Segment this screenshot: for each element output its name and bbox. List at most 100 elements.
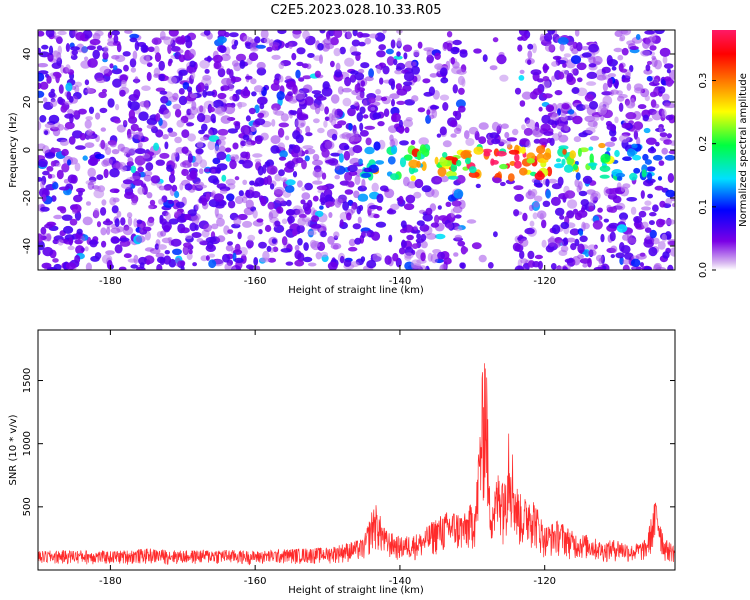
heatmap-blob — [566, 210, 575, 219]
heatmap-blob — [260, 30, 269, 39]
heatmap-blob — [212, 54, 223, 64]
heatmap-blob — [204, 68, 210, 74]
heatmap-blob — [196, 113, 206, 123]
heatmap-blob — [100, 227, 107, 236]
heatmap-blob — [142, 153, 151, 159]
heatmap-blob — [513, 185, 524, 191]
heatmap-blob — [324, 116, 330, 122]
heatmap-blob — [343, 259, 352, 267]
heatmap-blob — [150, 175, 161, 184]
heatmap-blob — [176, 119, 185, 128]
heatmap-blob — [53, 35, 62, 40]
heatmap-blob — [458, 87, 465, 95]
heatmap-blob — [648, 246, 658, 257]
heatmap-blob — [526, 158, 535, 164]
heatmap-blob — [254, 118, 266, 126]
heatmap-blob — [578, 132, 588, 138]
heatmap-blob — [468, 126, 479, 135]
heatmap-blob — [430, 253, 439, 264]
heatmap-blob — [204, 57, 214, 62]
heatmap-blob — [227, 241, 233, 246]
heatmap-blob — [110, 236, 120, 244]
heatmap-blob — [551, 112, 560, 121]
heatmap-blob — [271, 238, 277, 244]
heatmap-blob — [426, 109, 431, 116]
heatmap-blob — [521, 91, 533, 100]
heatmap-blob — [393, 58, 398, 66]
heatmap-blob — [362, 114, 369, 119]
colorbar-tick-label: 0.1 — [698, 199, 709, 215]
heatmap-blob — [190, 71, 196, 80]
heatmap-blob — [454, 234, 462, 240]
heatmap-blob — [271, 54, 281, 60]
heatmap-blob — [365, 137, 372, 146]
heatmap-blob — [622, 264, 630, 270]
heatmap-blob — [187, 133, 197, 142]
heatmap-blob — [545, 189, 551, 199]
heatmap-blob — [589, 153, 594, 163]
heatmap-blob — [540, 123, 551, 132]
heatmap-blob — [65, 82, 73, 92]
heatmap-blob — [569, 150, 576, 159]
heatmap-blob — [205, 244, 216, 253]
heatmap-blob — [40, 180, 45, 189]
heatmap-blob — [163, 225, 171, 233]
x-tick-label: -140 — [389, 276, 412, 287]
heatmap-blob — [664, 219, 675, 225]
heatmap-blob — [230, 76, 242, 83]
heatmap-blob — [562, 237, 569, 245]
heatmap-blob — [348, 238, 356, 247]
heatmap-blob — [153, 73, 161, 78]
heatmap-blob — [278, 169, 285, 177]
heatmap-blob — [359, 92, 365, 98]
heatmap-blob — [250, 124, 257, 132]
heatmap-blob — [129, 33, 140, 39]
heatmap-blob — [541, 219, 547, 229]
heatmap-blob — [277, 127, 285, 138]
heatmap-blob — [559, 215, 565, 220]
heatmap-blob — [138, 111, 149, 121]
heatmap-blob — [469, 166, 477, 174]
heatmap-blob — [667, 264, 674, 270]
heatmap-blob — [86, 45, 96, 51]
heatmap-blob — [324, 106, 329, 115]
heatmap-blob — [586, 71, 598, 79]
heatmap-blob — [456, 174, 466, 184]
heatmap-blob — [642, 114, 649, 122]
heatmap-blob — [429, 73, 438, 78]
heatmap-blob — [359, 33, 371, 38]
heatmap-blob — [141, 85, 151, 91]
heatmap-blob — [514, 153, 520, 162]
heatmap-blob — [458, 105, 466, 113]
heatmap-blob — [254, 177, 265, 187]
heatmap-blob — [63, 225, 74, 234]
heatmap-blob — [418, 209, 426, 214]
heatmap-blob — [585, 127, 596, 134]
heatmap-blob — [238, 190, 244, 197]
heatmap-blob — [75, 245, 85, 255]
heatmap-blob — [561, 103, 570, 110]
heatmap-blob — [507, 173, 515, 182]
heatmap-blob — [295, 134, 304, 144]
colorbar: 0.0 0.1 0.2 0.3 Normalized spectral amplitu… — [698, 30, 749, 278]
heatmap-blob — [514, 87, 522, 95]
heatmap-blob — [410, 259, 422, 269]
heatmap-blob — [251, 191, 261, 198]
heatmap-blob — [626, 197, 638, 202]
heatmap-blob — [327, 235, 335, 245]
heatmap-blob — [655, 141, 660, 147]
heatmap-blob — [416, 160, 421, 168]
heatmap-blob — [331, 133, 338, 141]
heatmap-blob — [586, 81, 597, 86]
heatmap-blob — [520, 34, 528, 41]
heatmap-blob — [580, 199, 589, 207]
heatmap-blob — [415, 238, 425, 243]
heatmap-blob — [189, 60, 196, 68]
heatmap-blob — [72, 208, 78, 215]
heatmap-blob — [258, 229, 263, 235]
heatmap-blob — [42, 97, 48, 103]
heatmap-blob — [168, 218, 179, 225]
heatmap-blob — [61, 163, 70, 173]
heatmap-blob — [525, 140, 531, 148]
heatmap-blob — [434, 233, 446, 240]
